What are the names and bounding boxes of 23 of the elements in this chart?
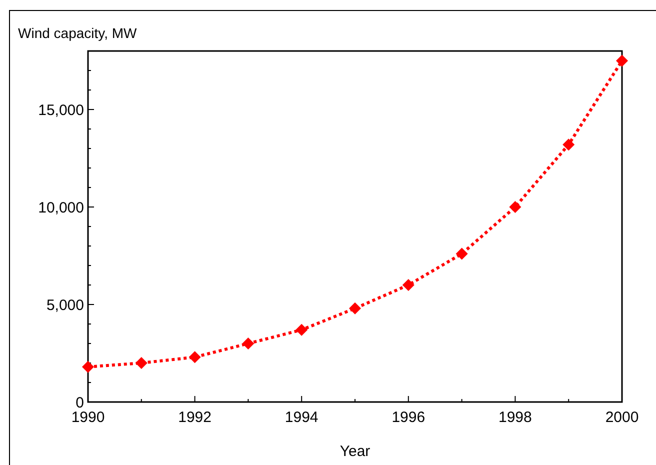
y-tick-label: 10,000	[38, 199, 84, 216]
x-axis-title: Year	[340, 443, 370, 460]
x-tick-label: 1998	[498, 409, 532, 426]
point	[616, 54, 628, 67]
y-axis-title: Wind capacity, MW	[18, 25, 138, 41]
point	[402, 279, 414, 291]
point	[242, 338, 254, 350]
y-tick-label: 0	[76, 394, 84, 412]
point	[135, 357, 148, 369]
point	[82, 360, 94, 373]
y-tick-label: 15,000	[38, 102, 84, 119]
point	[188, 351, 201, 364]
x-tick-label: 1996	[392, 409, 426, 426]
x-tick-label: 1990	[71, 409, 105, 426]
point	[349, 302, 361, 314]
x-tick-label: 1992	[178, 409, 212, 426]
point	[296, 324, 308, 336]
point	[509, 201, 522, 213]
x-tick-label: 1994	[284, 409, 318, 426]
point	[456, 248, 468, 260]
x-tick-label: 2000	[605, 409, 639, 426]
point	[562, 138, 575, 151]
y-tick-label: 5,000	[46, 296, 84, 314]
